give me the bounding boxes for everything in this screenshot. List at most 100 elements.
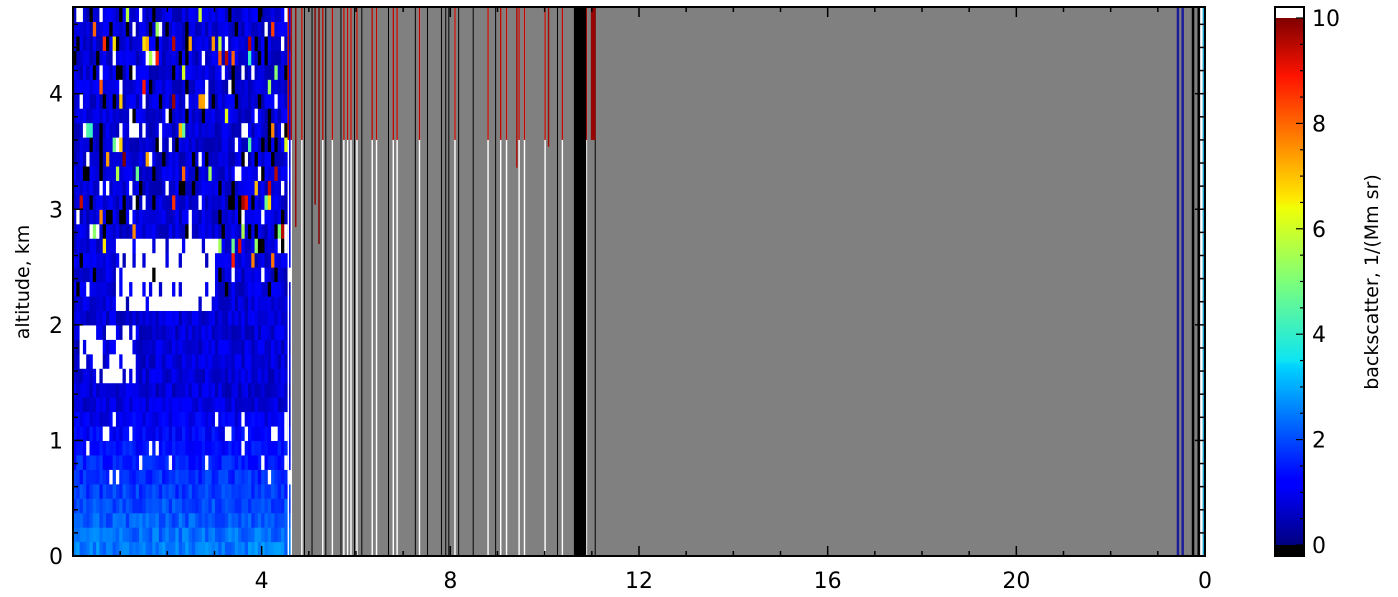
heatmap-cell — [76, 223, 81, 239]
heatmap-cell — [198, 397, 203, 413]
heatmap-cell — [175, 209, 180, 225]
heatmap-cell — [109, 440, 114, 456]
heatmap-cell — [244, 252, 249, 268]
heatmap-cell — [218, 79, 223, 95]
heatmap-cell — [218, 93, 223, 109]
heatmap-cell — [191, 79, 196, 95]
heatmap-cell — [221, 454, 226, 470]
heatmap-cell — [125, 281, 130, 297]
heatmap-cell — [135, 252, 140, 268]
heatmap-cell — [129, 411, 134, 427]
heatmap-cell — [79, 440, 84, 456]
heatmap-cell — [231, 411, 236, 427]
heatmap-cell — [281, 541, 285, 556]
heatmap-cell — [158, 209, 163, 225]
heatmap-cell — [244, 64, 249, 80]
colorbar-tick-label: 10 — [1312, 7, 1340, 32]
heatmap-cell — [86, 541, 91, 556]
heatmap-cell — [247, 483, 252, 499]
heatmap-cell — [218, 368, 223, 384]
heatmap-cell — [76, 35, 81, 51]
heatmap-cell — [132, 339, 137, 355]
heatmap-cell — [284, 238, 289, 254]
heatmap-cell — [254, 339, 259, 355]
profile-stripe-top — [287, 7, 290, 140]
heatmap-cell — [281, 397, 285, 413]
heatmap-cell — [247, 209, 252, 225]
heatmap-cell — [142, 469, 147, 485]
profile-stripe — [472, 7, 474, 556]
heatmap-cell — [102, 483, 107, 499]
heatmap-cell — [195, 122, 200, 138]
heatmap-cell — [178, 35, 183, 51]
heatmap-cell — [119, 137, 124, 153]
heatmap-cell — [277, 238, 282, 254]
heatmap-cell — [125, 79, 130, 95]
heatmap-cell — [155, 50, 160, 66]
heatmap-cell — [106, 238, 110, 254]
heatmap-cell — [115, 165, 120, 181]
heatmap-cell — [142, 7, 147, 23]
heatmap-cell — [191, 180, 196, 196]
heatmap-cell — [132, 238, 137, 254]
profile-stripe-top — [518, 7, 520, 140]
heatmap-cell — [218, 238, 223, 254]
heatmap-cell — [178, 454, 183, 470]
heatmap-cell — [201, 368, 206, 384]
heatmap-cell — [228, 368, 233, 384]
heatmap-cell — [274, 295, 279, 311]
heatmap-cell — [205, 252, 209, 268]
heatmap-cell — [148, 50, 153, 66]
heatmap-cell — [158, 498, 163, 514]
heatmap-cell — [238, 79, 242, 95]
heatmap-cell — [175, 7, 180, 23]
heatmap-cell — [271, 93, 275, 109]
heatmap-cell — [231, 50, 236, 66]
heatmap-cell — [168, 194, 173, 210]
heatmap-cell — [139, 512, 143, 528]
heatmap-cell — [132, 310, 137, 326]
heatmap-cell — [251, 483, 256, 499]
heatmap-cell — [175, 122, 180, 138]
heatmap-cell — [198, 512, 203, 528]
heatmap-cell — [145, 281, 150, 297]
heatmap-cell — [155, 440, 160, 456]
heatmap-cell — [198, 21, 203, 37]
heatmap-cell — [89, 411, 94, 427]
heatmap-cell — [208, 425, 213, 442]
heatmap-cell — [224, 252, 229, 268]
heatmap-cell — [251, 397, 256, 413]
heatmap-cell — [191, 425, 196, 442]
heatmap-cell — [251, 425, 256, 442]
heatmap-cell — [142, 498, 147, 514]
heatmap-cell — [264, 512, 269, 528]
heatmap-cell — [191, 93, 196, 109]
heatmap-cell — [152, 310, 157, 326]
heatmap-cell — [82, 223, 87, 239]
heatmap-cell — [79, 21, 84, 37]
heatmap-cell — [102, 324, 107, 340]
heatmap-cell — [99, 151, 104, 167]
heatmap-cell — [99, 64, 104, 80]
heatmap-cell — [109, 267, 114, 283]
heatmap-cell — [287, 310, 292, 326]
heatmap-cell — [257, 454, 262, 470]
heatmap-cell — [165, 137, 170, 153]
heatmap-cell — [224, 165, 229, 181]
heatmap-cell — [165, 281, 170, 297]
heatmap-cell — [125, 541, 130, 556]
heatmap-cell — [185, 50, 190, 66]
heatmap-cell — [214, 194, 219, 210]
heatmap-cell — [181, 21, 186, 37]
heatmap-cell — [214, 35, 219, 51]
heatmap-cell — [201, 353, 206, 369]
heatmap-cell — [112, 295, 117, 311]
heatmap-cell — [211, 238, 216, 254]
heatmap-cell — [92, 324, 97, 340]
heatmap-cell — [228, 310, 233, 326]
heatmap-cell — [228, 411, 233, 427]
heatmap-cell — [112, 180, 117, 196]
heatmap-cell — [73, 512, 77, 528]
